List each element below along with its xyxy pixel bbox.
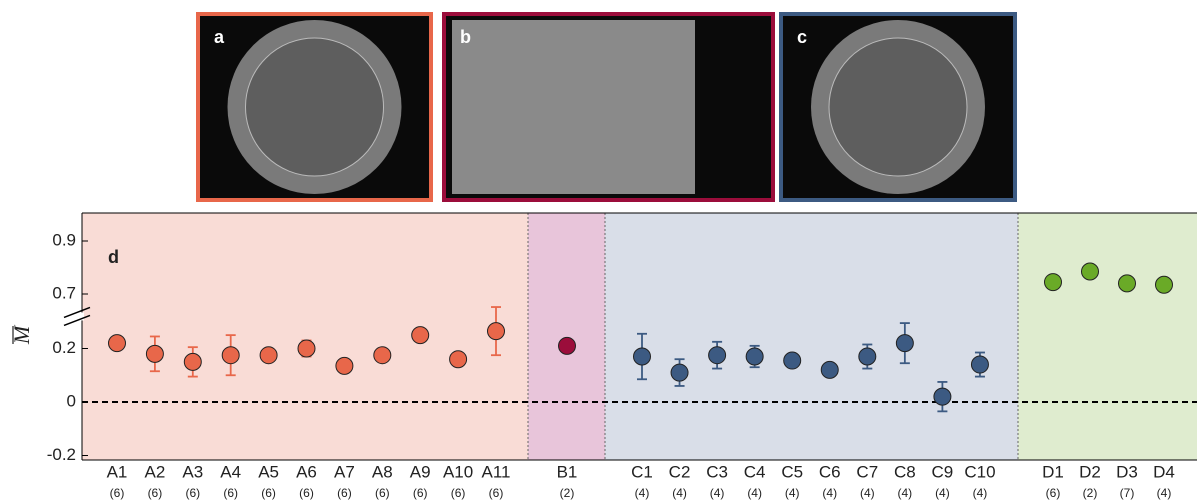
sample-count: (6) (375, 486, 390, 500)
y-tick-label: 0.9 (52, 230, 76, 249)
dot (859, 348, 876, 365)
sample-count: (6) (185, 486, 200, 500)
x-tick-label: A11 (482, 462, 511, 481)
group-band (82, 213, 528, 460)
x-tick-label: C3 (706, 462, 728, 481)
dot (709, 347, 726, 364)
dot (298, 340, 315, 357)
dot (412, 327, 429, 344)
sample-count: (6) (451, 486, 466, 500)
dot (671, 364, 688, 381)
dot (559, 337, 576, 354)
dot (374, 347, 391, 364)
sample-count: (6) (148, 486, 163, 500)
arena-inner (829, 38, 967, 176)
x-tick-label: A6 (296, 462, 317, 481)
sample-count: (6) (110, 486, 125, 500)
sample-count: (6) (261, 486, 276, 500)
x-tick-label: D3 (1116, 462, 1138, 481)
dot (184, 353, 201, 370)
x-tick-label: A3 (182, 462, 203, 481)
page-body: {"panels": [{"label": "a", "color": "#e8… (0, 0, 1197, 504)
dot (784, 352, 801, 369)
x-tick-label: A7 (334, 462, 355, 481)
sample-count: (2) (1083, 486, 1098, 500)
page: body { margin: 0; background: #fff; font… (0, 0, 1197, 504)
x-tick-label: C7 (856, 462, 878, 481)
sample-count: (2) (560, 486, 575, 500)
dot (336, 357, 353, 374)
dot (146, 345, 163, 362)
y-tick-label: 0.7 (52, 283, 76, 302)
panel-label: a (214, 27, 225, 47)
sample-count: (4) (898, 486, 913, 500)
x-tick-label: A2 (145, 462, 166, 481)
sample-count: (4) (860, 486, 875, 500)
x-tick-label: C4 (744, 462, 766, 481)
sample-count: (4) (973, 486, 988, 500)
sample-count: (4) (822, 486, 837, 500)
sample-count: (6) (413, 486, 428, 500)
x-tick-label: A10 (443, 462, 473, 481)
dot (634, 348, 651, 365)
dot (488, 323, 505, 340)
x-tick-label: A4 (220, 462, 241, 481)
sample-count: (4) (672, 486, 687, 500)
sample-count: (6) (223, 486, 238, 500)
x-tick-label: A9 (410, 462, 431, 481)
panel-label: d (108, 247, 119, 267)
group-band (1018, 213, 1197, 460)
sample-count: (6) (1046, 486, 1061, 500)
y-tick-label: 0.2 (52, 338, 76, 357)
sample-count: (4) (1157, 486, 1172, 500)
dot (1119, 275, 1136, 292)
panel-label: b (460, 27, 471, 47)
sample-count: (7) (1120, 486, 1135, 500)
group-band (528, 213, 605, 460)
floor-image (452, 20, 695, 194)
dot (109, 335, 126, 352)
dot (1082, 263, 1099, 280)
sample-count: (4) (785, 486, 800, 500)
dot (821, 361, 838, 378)
x-tick-label: C2 (669, 462, 691, 481)
x-tick-label: C10 (964, 462, 995, 481)
dot (896, 335, 913, 352)
x-tick-label: A1 (107, 462, 128, 481)
panel-label: c (797, 27, 807, 47)
arena-inner (246, 38, 384, 176)
x-tick-label: D2 (1079, 462, 1101, 481)
sample-count: (4) (935, 486, 950, 500)
x-tick-label: C9 (932, 462, 954, 481)
dot (260, 347, 277, 364)
x-tick-label: C1 (631, 462, 653, 481)
dot (450, 351, 467, 368)
x-tick-label: A8 (372, 462, 393, 481)
dot (1045, 274, 1062, 291)
x-tick-label: B1 (557, 462, 578, 481)
x-tick-label: C5 (781, 462, 803, 481)
dot (1156, 276, 1173, 293)
y-tick-label: -0.2 (47, 445, 76, 464)
sample-count: (6) (337, 486, 352, 500)
sample-count: (4) (747, 486, 762, 500)
dot (934, 388, 951, 405)
x-tick-label: D4 (1153, 462, 1175, 481)
dot (971, 356, 988, 373)
dot (222, 347, 239, 364)
x-tick-label: A5 (258, 462, 279, 481)
sample-count: (6) (489, 486, 504, 500)
sample-count: (6) (299, 486, 314, 500)
group-band (605, 213, 1018, 460)
x-tick-label: D1 (1042, 462, 1064, 481)
x-tick-label: C6 (819, 462, 841, 481)
figure: abc-0.200.20.70.9MdA1(6)A2(6)A3(6)A4(6)A… (0, 0, 1197, 504)
y-tick-label: 0 (67, 391, 76, 410)
dot (746, 348, 763, 365)
sample-count: (4) (710, 486, 725, 500)
sample-count: (4) (635, 486, 650, 500)
x-tick-label: C8 (894, 462, 916, 481)
